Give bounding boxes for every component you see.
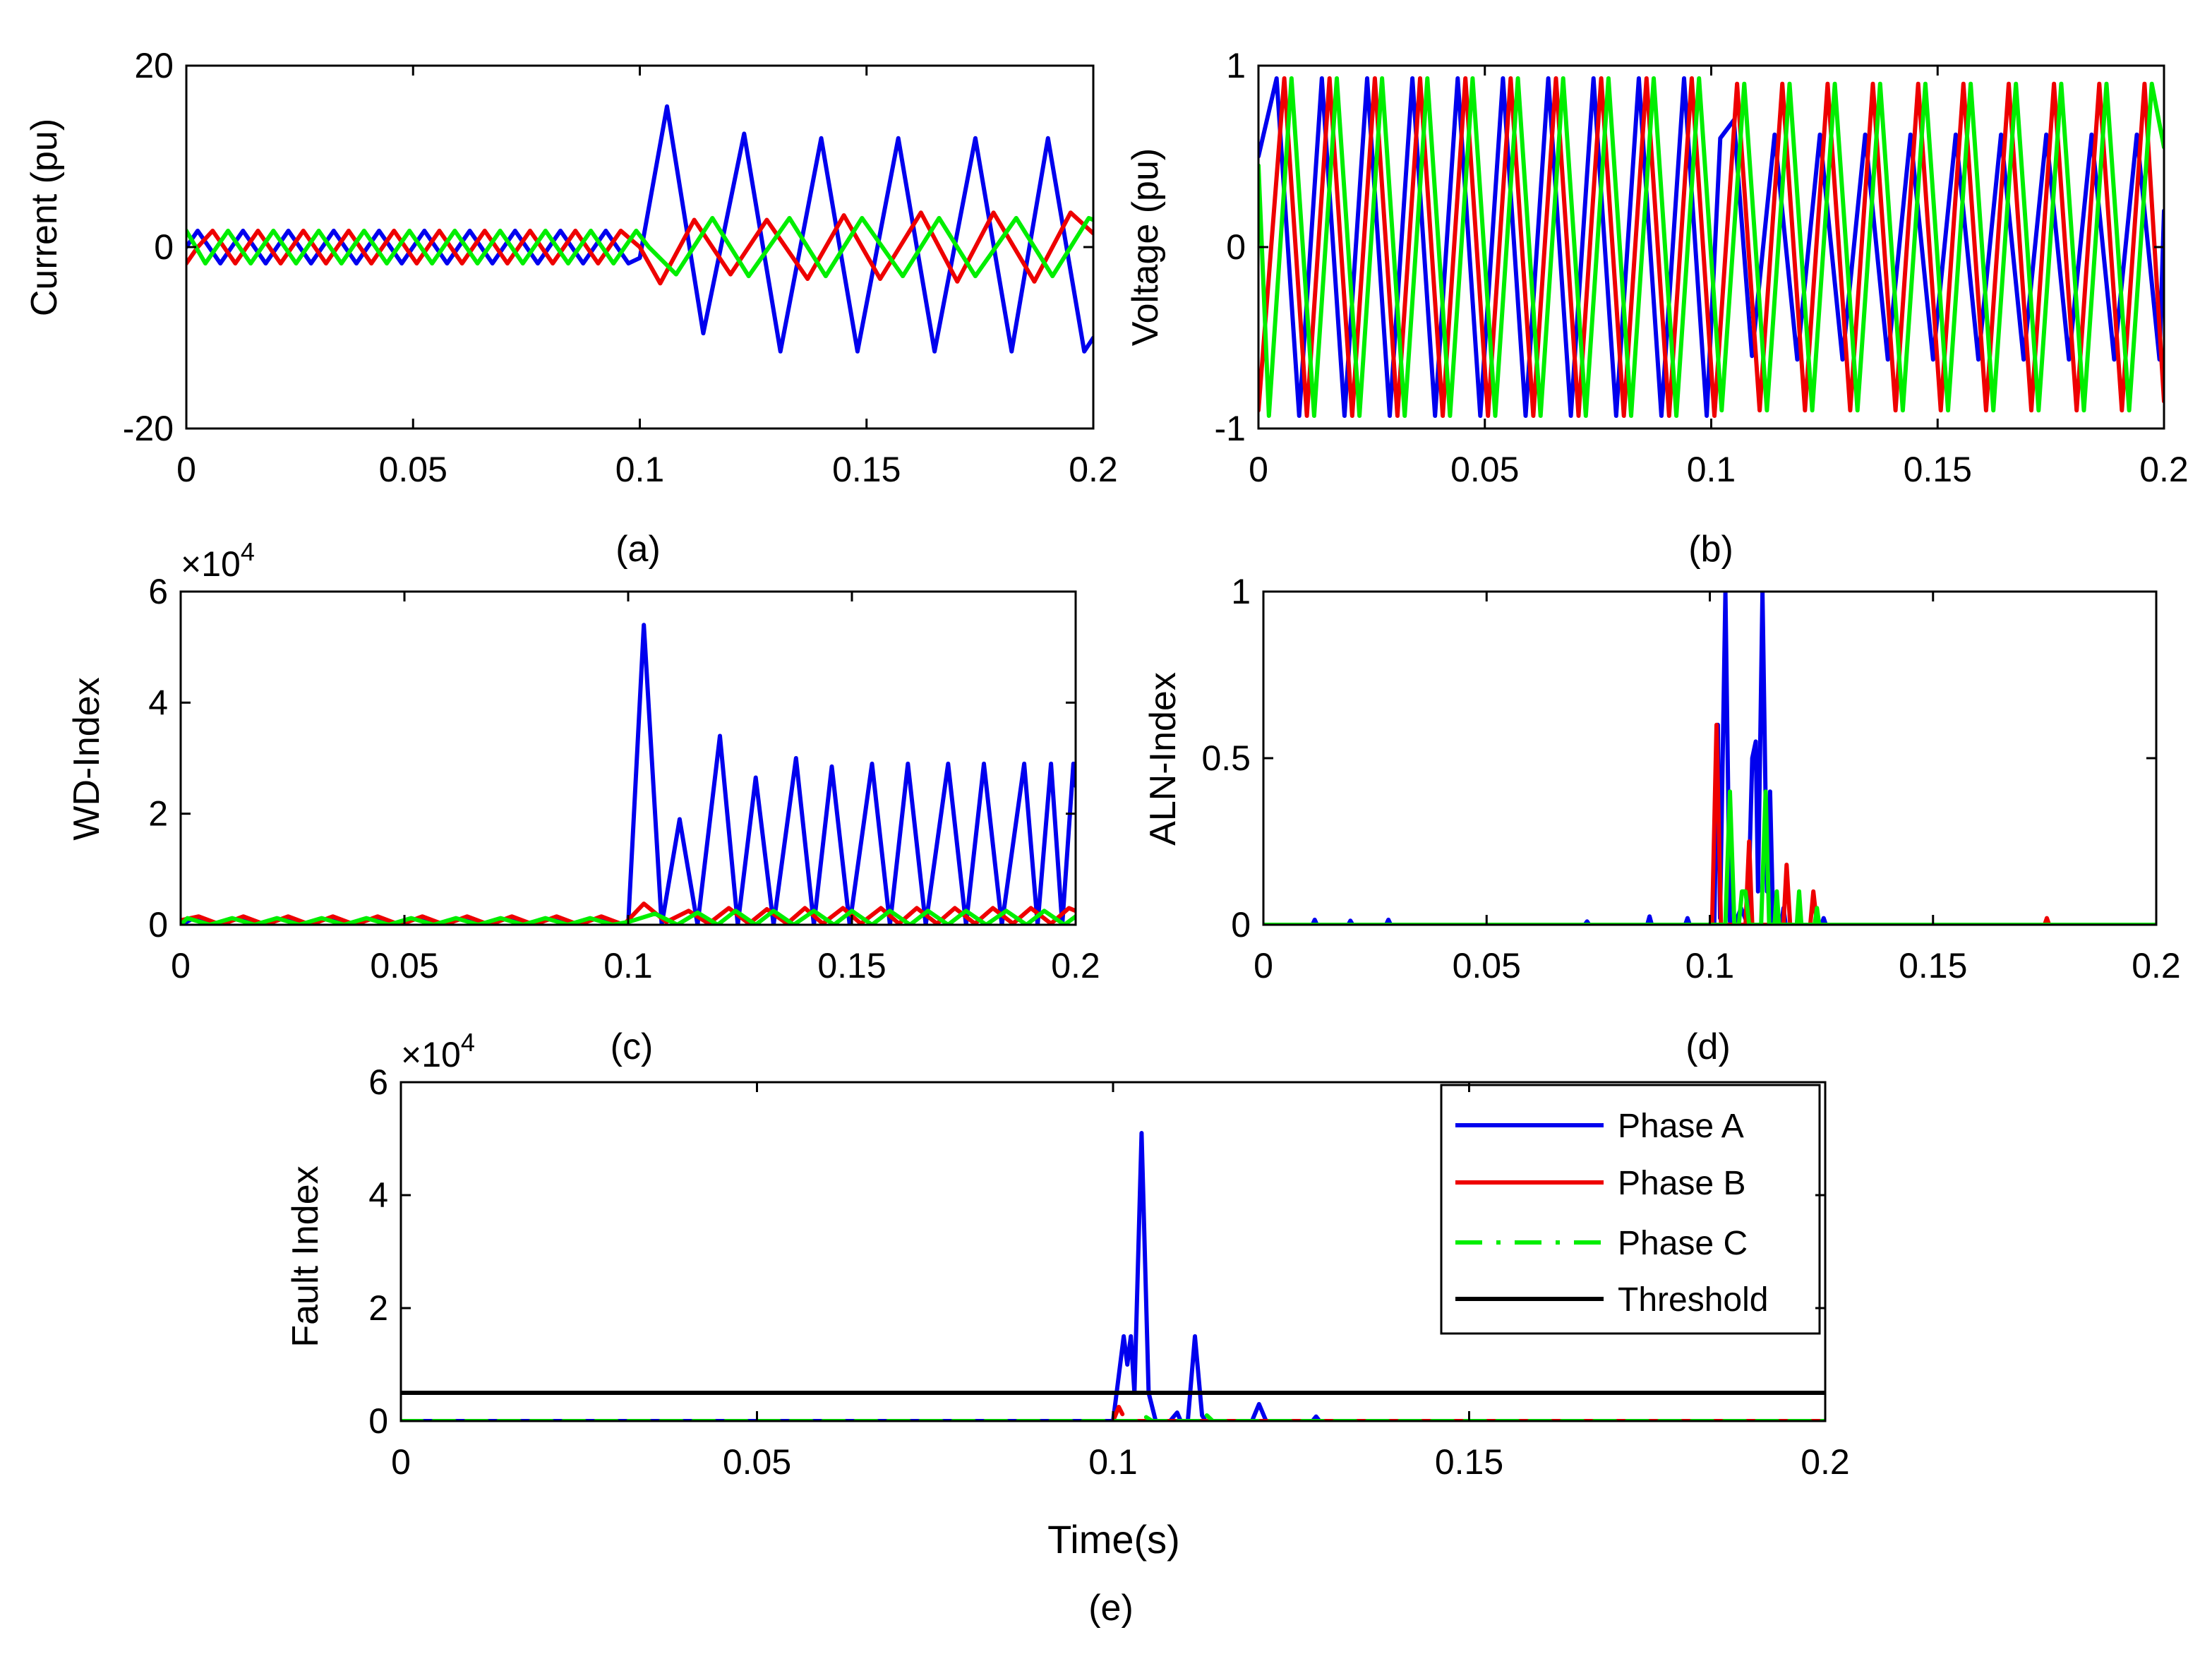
panel-e-ytick-label: 4 — [368, 1175, 388, 1215]
panel-b-ytick-label: 1 — [1226, 46, 1246, 85]
panel-b-xtick-label: 0 — [1249, 450, 1268, 489]
panel-e-caption: (e) — [1088, 1588, 1134, 1629]
panel-e-xtick-label: 0 — [391, 1442, 411, 1482]
panel-d-aln-index: ALN-Index (d) 0 0.05 0.1 0.15 0.2 0 0.5 1 — [1143, 572, 2181, 1067]
panel-b-xtick-label: 0.1 — [1687, 450, 1736, 489]
panel-b-ylabel: Voltage (pu) — [1125, 148, 1166, 346]
panel-b-voltage: Voltage (pu) (b) 0 0.05 0.1 0.15 0.2-101 — [1125, 46, 2189, 570]
panel-d-series-group — [1263, 592, 2156, 925]
panel-c-series-phase-b — [181, 901, 1076, 925]
legend-label-threshold: Threshold — [1618, 1281, 1768, 1319]
legend: Phase A Phase B Phase C Threshold — [1440, 1084, 1821, 1335]
panel-a-ytick-label: 20 — [134, 46, 174, 85]
panel-a-ytick-label: 0 — [154, 227, 174, 267]
legend-label-phase-c: Phase C — [1618, 1225, 1748, 1262]
panel-b-ytick-label: -1 — [1215, 409, 1246, 448]
panel-c-series-phase-c — [181, 909, 1076, 925]
legend-label-phase-a: Phase A — [1618, 1108, 1744, 1145]
panel-b-series-phase-b — [1258, 76, 2164, 418]
panel-a-series-group — [186, 104, 1093, 354]
panel-d-xtick-label: 0.15 — [1899, 946, 1967, 985]
panel-c-ytick-label: 2 — [148, 794, 168, 834]
panel-e-exponent-label: ×104 — [401, 1028, 475, 1074]
panel-d-ytick-label: 1 — [1231, 572, 1251, 611]
panel-a-xtick-label: 0.15 — [832, 450, 901, 489]
panel-c-xtick-label: 0.15 — [817, 946, 886, 985]
panel-e-series-phase-b — [401, 1405, 1825, 1421]
panel-e-series-group — [401, 1131, 1825, 1421]
panel-d-series-phase-b — [1263, 722, 2156, 925]
panel-a-xtick-label: 0.1 — [615, 450, 665, 489]
panel-e-xtick-label: 0.15 — [1435, 1442, 1503, 1482]
panel-b-caption: (b) — [1688, 529, 1733, 570]
panel-c-xtick-label: 0 — [171, 946, 191, 985]
panel-c-ytick-label: 0 — [148, 905, 168, 945]
panel-c-caption: (c) — [611, 1026, 654, 1067]
panel-e-ytick-label: 6 — [368, 1062, 388, 1102]
panel-a-xtick-label: 0.2 — [1069, 450, 1118, 489]
panel-c-ytick-label: 4 — [148, 683, 168, 722]
panel-d-xtick-label: 0 — [1254, 946, 1273, 985]
panel-e-xtick-label: 0.05 — [723, 1442, 791, 1482]
panel-b-series-phase-c — [1258, 76, 2164, 418]
panel-c-ytick-label: 6 — [148, 572, 168, 611]
panel-e-xtick-label: 0.2 — [1801, 1442, 1850, 1482]
panel-c-xtick-label: 0.05 — [370, 946, 438, 985]
panel-c-xtick-label: 0.1 — [603, 946, 653, 985]
panel-e-ylabel: Fault Index — [285, 1165, 326, 1347]
panel-e-ytick-label: 2 — [368, 1288, 388, 1328]
panel-d-xtick-label: 0.1 — [1685, 946, 1735, 985]
panel-b-series-group — [1258, 76, 2164, 418]
panel-d-ylabel: ALN-Index — [1143, 672, 1184, 846]
panel-e-ytick-label: 0 — [368, 1401, 388, 1441]
panel-b-ytick-label: 0 — [1226, 227, 1246, 267]
panel-e-series-phase-c — [401, 1412, 1825, 1421]
panel-b-xtick-label: 0.05 — [1450, 450, 1519, 489]
panel-d-caption: (d) — [1685, 1026, 1731, 1067]
panel-d-xtick-label: 0.05 — [1453, 946, 1521, 985]
panel-e-series-phase-a — [401, 1131, 1825, 1421]
panel-b-xtick-label: 0.15 — [1904, 450, 1972, 489]
panel-c-xtick-label: 0.2 — [1051, 946, 1100, 985]
panel-e-fault-index: Fault Index Time(s) (e) Phase A Phase B … — [285, 1028, 1850, 1629]
panel-a-caption: (a) — [615, 529, 661, 570]
panel-e-xtick-label: 0.1 — [1088, 1442, 1138, 1482]
panel-d-xtick-label: 0.2 — [2132, 946, 2181, 985]
panel-c-ylabel: WD-Index — [66, 677, 107, 840]
panel-a-ylabel: Current (pu) — [24, 119, 65, 316]
legend-label-phase-b: Phase B — [1618, 1165, 1745, 1202]
panel-a-series-phase-c — [186, 215, 1093, 279]
panel-b-series-phase-a — [1258, 76, 2164, 418]
panel-e-xlabel: Time(s) — [1047, 1517, 1180, 1562]
panel-d-ytick-label: 0.5 — [1201, 738, 1251, 778]
panel-b-xtick-label: 0.2 — [2139, 450, 2189, 489]
panel-a-ytick-label: -20 — [123, 409, 174, 448]
panel-a-series-phase-b — [186, 210, 1093, 286]
panel-a-xtick-label: 0 — [176, 450, 196, 489]
panel-d-ytick-label: 0 — [1231, 905, 1251, 945]
panel-a-xtick-label: 0.05 — [379, 450, 447, 489]
